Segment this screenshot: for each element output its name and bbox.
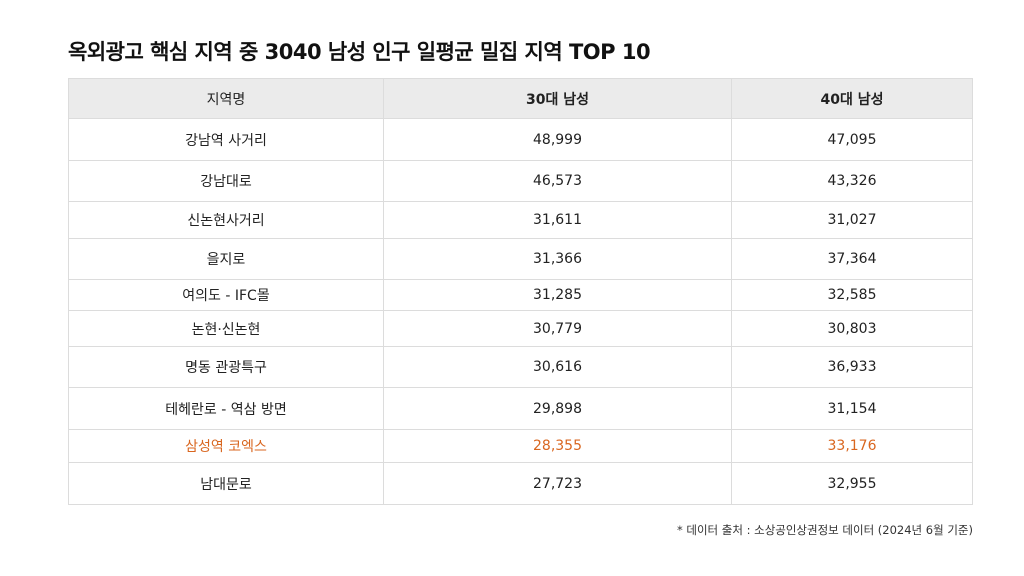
table-row: 남대문로 27,723 32,955 xyxy=(68,463,973,505)
header-cell: 40대 남성 xyxy=(731,79,973,118)
table-cell: 43,326 xyxy=(731,161,973,201)
table-cell: 논현·신논현 xyxy=(68,311,383,346)
table-cell: 31,154 xyxy=(731,388,973,429)
header-cell: 30대 남성 xyxy=(383,79,731,118)
table-cell: 남대문로 xyxy=(68,463,383,504)
table-cell: 30,779 xyxy=(383,311,731,346)
table-cell: 27,723 xyxy=(383,463,731,504)
table-row: 강남대로 46,573 43,326 xyxy=(68,161,973,202)
table-cell: 30,803 xyxy=(731,311,973,346)
table-cell: 30,616 xyxy=(383,347,731,387)
table-row: 테헤란로 - 역삼 방면 29,898 31,154 xyxy=(68,388,973,430)
table-row: 신논현사거리 31,611 31,027 xyxy=(68,202,973,239)
table-cell: 29,898 xyxy=(383,388,731,429)
table-cell: 32,585 xyxy=(731,280,973,310)
header-row: 지역명 30대 남성 40대 남성 xyxy=(68,78,973,119)
table-row: 여의도 - IFC몰 31,285 32,585 xyxy=(68,280,973,311)
table-cell: 테헤란로 - 역삼 방면 xyxy=(68,388,383,429)
table-cell: 31,027 xyxy=(731,202,973,238)
table-cell: 강남대로 xyxy=(68,161,383,201)
table-cell: 명동 관광특구 xyxy=(68,347,383,387)
header-cell: 지역명 xyxy=(68,79,383,118)
table-cell: 32,955 xyxy=(731,463,973,504)
table-cell: 28,355 xyxy=(383,430,731,462)
table-row: 강남역 사거리 48,999 47,095 xyxy=(68,119,973,161)
table-cell: 46,573 xyxy=(383,161,731,201)
table-cell: 31,611 xyxy=(383,202,731,238)
table-cell: 36,933 xyxy=(731,347,973,387)
table-cell: 47,095 xyxy=(731,119,973,160)
footnote: * 데이터 출처 : 소상공인상권정보 데이터 (2024년 6월 기준) xyxy=(676,523,973,537)
title: 옥외광고 핵심 지역 중 3040 남성 인구 일평균 밀집 지역 TOP 10 xyxy=(68,40,651,64)
table-cell: 신논현사거리 xyxy=(68,202,383,238)
table-cell: 31,366 xyxy=(383,239,731,279)
table-row: 삼성역 코엑스 28,355 33,176 xyxy=(68,430,973,463)
table-row: 명동 관광특구 30,616 36,933 xyxy=(68,347,973,388)
table-cell: 48,999 xyxy=(383,119,731,160)
table-row: 논현·신논현 30,779 30,803 xyxy=(68,311,973,347)
table-cell: 37,364 xyxy=(731,239,973,279)
table-cell: 33,176 xyxy=(731,430,973,462)
table-cell: 을지로 xyxy=(68,239,383,279)
table-row: 을지로 31,366 37,364 xyxy=(68,239,973,280)
table-cell: 여의도 - IFC몰 xyxy=(68,280,383,310)
table-cell: 31,285 xyxy=(383,280,731,310)
table-cell: 강남역 사거리 xyxy=(68,119,383,160)
table-cell: 삼성역 코엑스 xyxy=(68,430,383,462)
